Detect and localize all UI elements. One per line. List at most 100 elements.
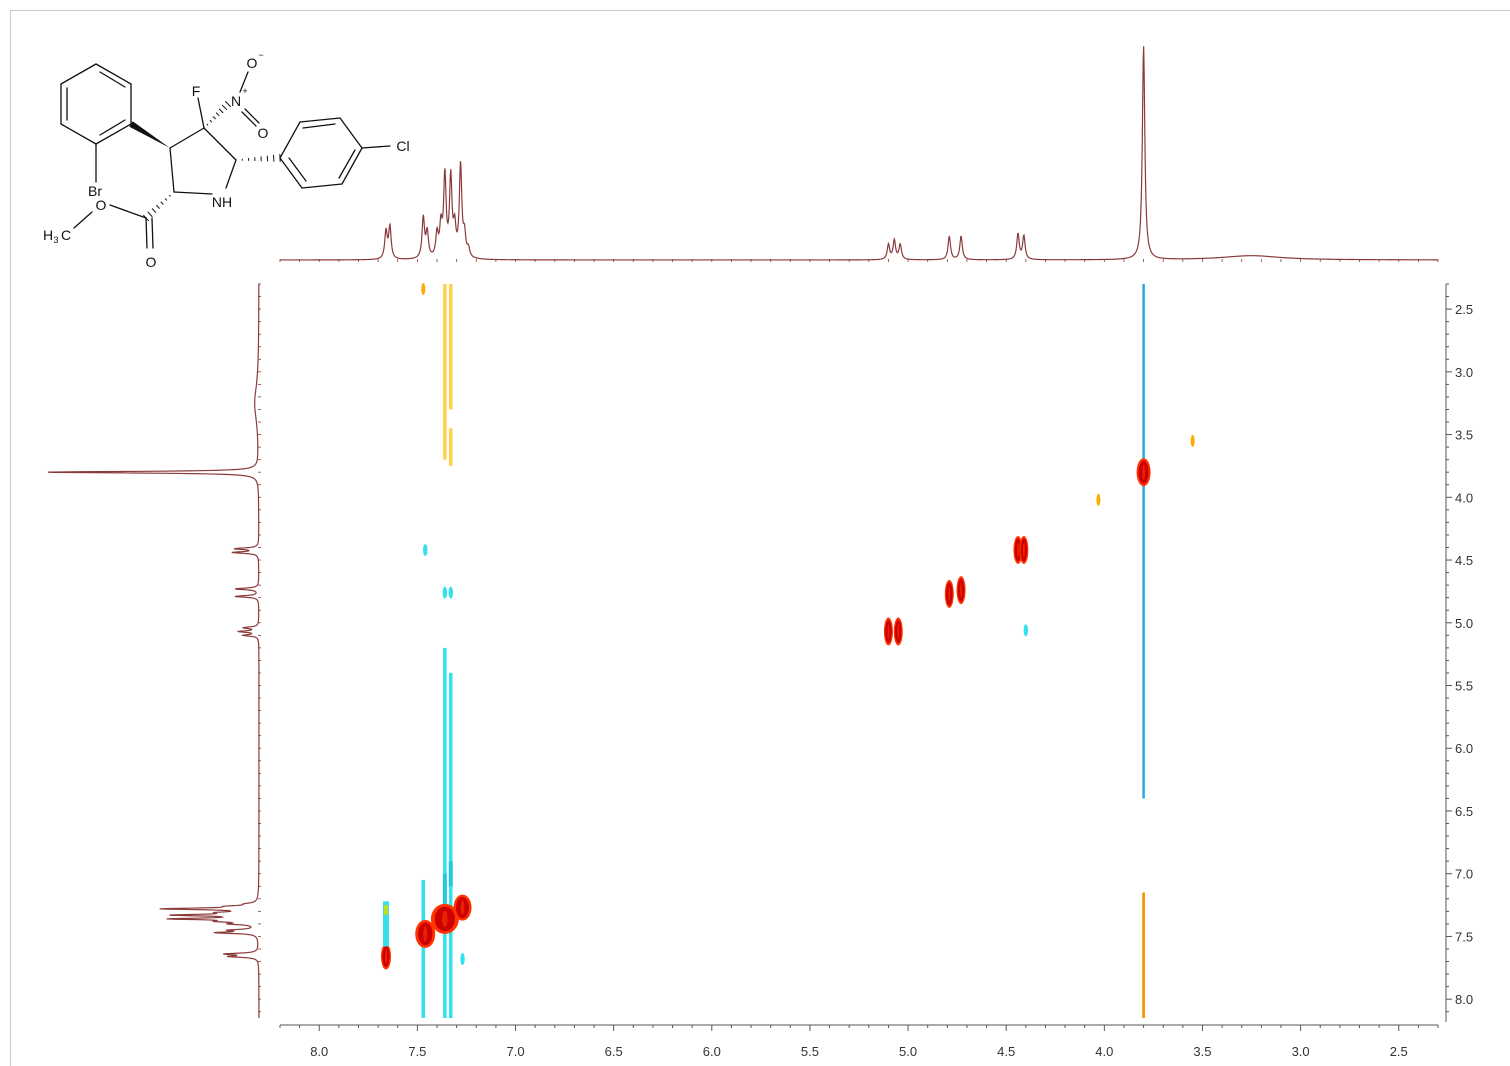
negative-contour	[448, 586, 453, 599]
bond	[279, 157, 303, 189]
x-tick-label: 2.5	[1390, 1044, 1408, 1059]
y-tick-label: 2.5	[1455, 302, 1473, 317]
atom-label: Br	[88, 183, 102, 199]
y-tick-label: 5.0	[1455, 616, 1473, 631]
negative-contour	[423, 543, 428, 556]
top-1d-projection	[279, 46, 1439, 262]
x-tick-label: 5.0	[899, 1044, 917, 1059]
bond	[60, 63, 97, 85]
negative-contour	[382, 901, 389, 947]
bond	[164, 198, 168, 201]
bond	[302, 123, 336, 129]
bond	[218, 108, 224, 114]
atom-label: H	[43, 227, 53, 243]
positive-contour-peak	[1142, 464, 1145, 480]
noise-streak	[1142, 892, 1145, 1018]
bond	[169, 147, 175, 193]
negative-contour	[460, 953, 465, 966]
negative-contour	[1023, 624, 1029, 637]
x-tick-label: 5.5	[801, 1044, 819, 1059]
bond	[215, 112, 220, 117]
noise-streak	[449, 428, 453, 466]
y-tick-label: 3.5	[1455, 428, 1473, 443]
bond	[109, 204, 147, 219]
bond	[145, 217, 148, 249]
atom-label: O	[96, 197, 107, 213]
noise-streak	[448, 861, 453, 887]
negative-contour	[442, 586, 448, 599]
bond	[156, 204, 160, 209]
bond	[225, 101, 231, 107]
bond	[173, 191, 213, 195]
y-tick-label: 4.5	[1455, 553, 1473, 568]
y-tick-label: 5.5	[1455, 679, 1473, 694]
weak-positive-contour	[1190, 434, 1195, 447]
top-projection-trace	[280, 46, 1438, 261]
x-tick-label: 7.5	[408, 1044, 426, 1059]
bond	[169, 194, 171, 197]
bond	[99, 71, 126, 88]
x-tick-label: 4.0	[1095, 1044, 1113, 1059]
positive-contour-peak	[960, 582, 962, 598]
weak-positive-contour	[421, 283, 426, 296]
atom-label: O	[247, 55, 258, 71]
bond	[203, 127, 237, 161]
spectrum-window	[10, 10, 1510, 1066]
y-tick-label: 8.0	[1455, 992, 1473, 1007]
positive-contour-peak	[1017, 542, 1019, 558]
x-tick-label: 6.5	[605, 1044, 623, 1059]
x-tick-label: 6.0	[703, 1044, 721, 1059]
atom-label: O	[146, 254, 157, 270]
bond	[225, 159, 237, 189]
bond	[241, 111, 257, 127]
noise-streak	[443, 284, 447, 460]
bond	[160, 201, 164, 205]
positive-contour-peak	[948, 586, 951, 602]
bond	[288, 157, 307, 182]
bond	[341, 147, 363, 185]
wedge-bond	[129, 121, 170, 148]
bond	[221, 104, 228, 111]
atom-label: 3	[53, 235, 58, 245]
bond	[209, 119, 213, 123]
noise-streak	[421, 879, 426, 1018]
bond	[197, 97, 205, 129]
bond	[244, 108, 260, 124]
bond	[95, 63, 132, 85]
noise-streak	[443, 647, 447, 1018]
bond	[239, 71, 249, 93]
bond	[147, 211, 153, 217]
x-tick-label: 3.5	[1193, 1044, 1211, 1059]
mixed-contour	[383, 905, 388, 916]
bond	[361, 145, 391, 149]
bond	[338, 149, 356, 179]
noise-streak	[442, 873, 447, 906]
noise-streak	[449, 672, 453, 1018]
positive-contour-peak	[460, 900, 465, 915]
y-tick-label: 3.0	[1455, 365, 1473, 380]
x-tick-label: 8.0	[310, 1044, 328, 1059]
positive-contour-peak	[423, 926, 428, 942]
weak-positive-contour	[1096, 493, 1101, 506]
x-tick-label: 4.5	[997, 1044, 1015, 1059]
positive-contour-peak	[1022, 542, 1025, 558]
bond	[206, 123, 209, 126]
bond	[60, 123, 97, 145]
x-tick-label: 7.0	[506, 1044, 524, 1059]
positive-contour-peak	[442, 910, 448, 928]
left-1d-projection	[47, 283, 261, 1018]
bond	[301, 183, 343, 189]
atom-label: Cl	[396, 138, 409, 154]
bond	[212, 116, 216, 120]
x-tick-label: 3.0	[1292, 1044, 1310, 1059]
bond	[151, 217, 154, 249]
y-tick-label: 6.0	[1455, 741, 1473, 756]
bond	[339, 117, 363, 149]
y-tick-label: 7.5	[1455, 929, 1473, 944]
y-tick-label: 4.0	[1455, 490, 1473, 505]
bond	[151, 208, 157, 213]
atom-label: N	[231, 93, 241, 109]
left-projection-trace	[47, 284, 260, 1018]
